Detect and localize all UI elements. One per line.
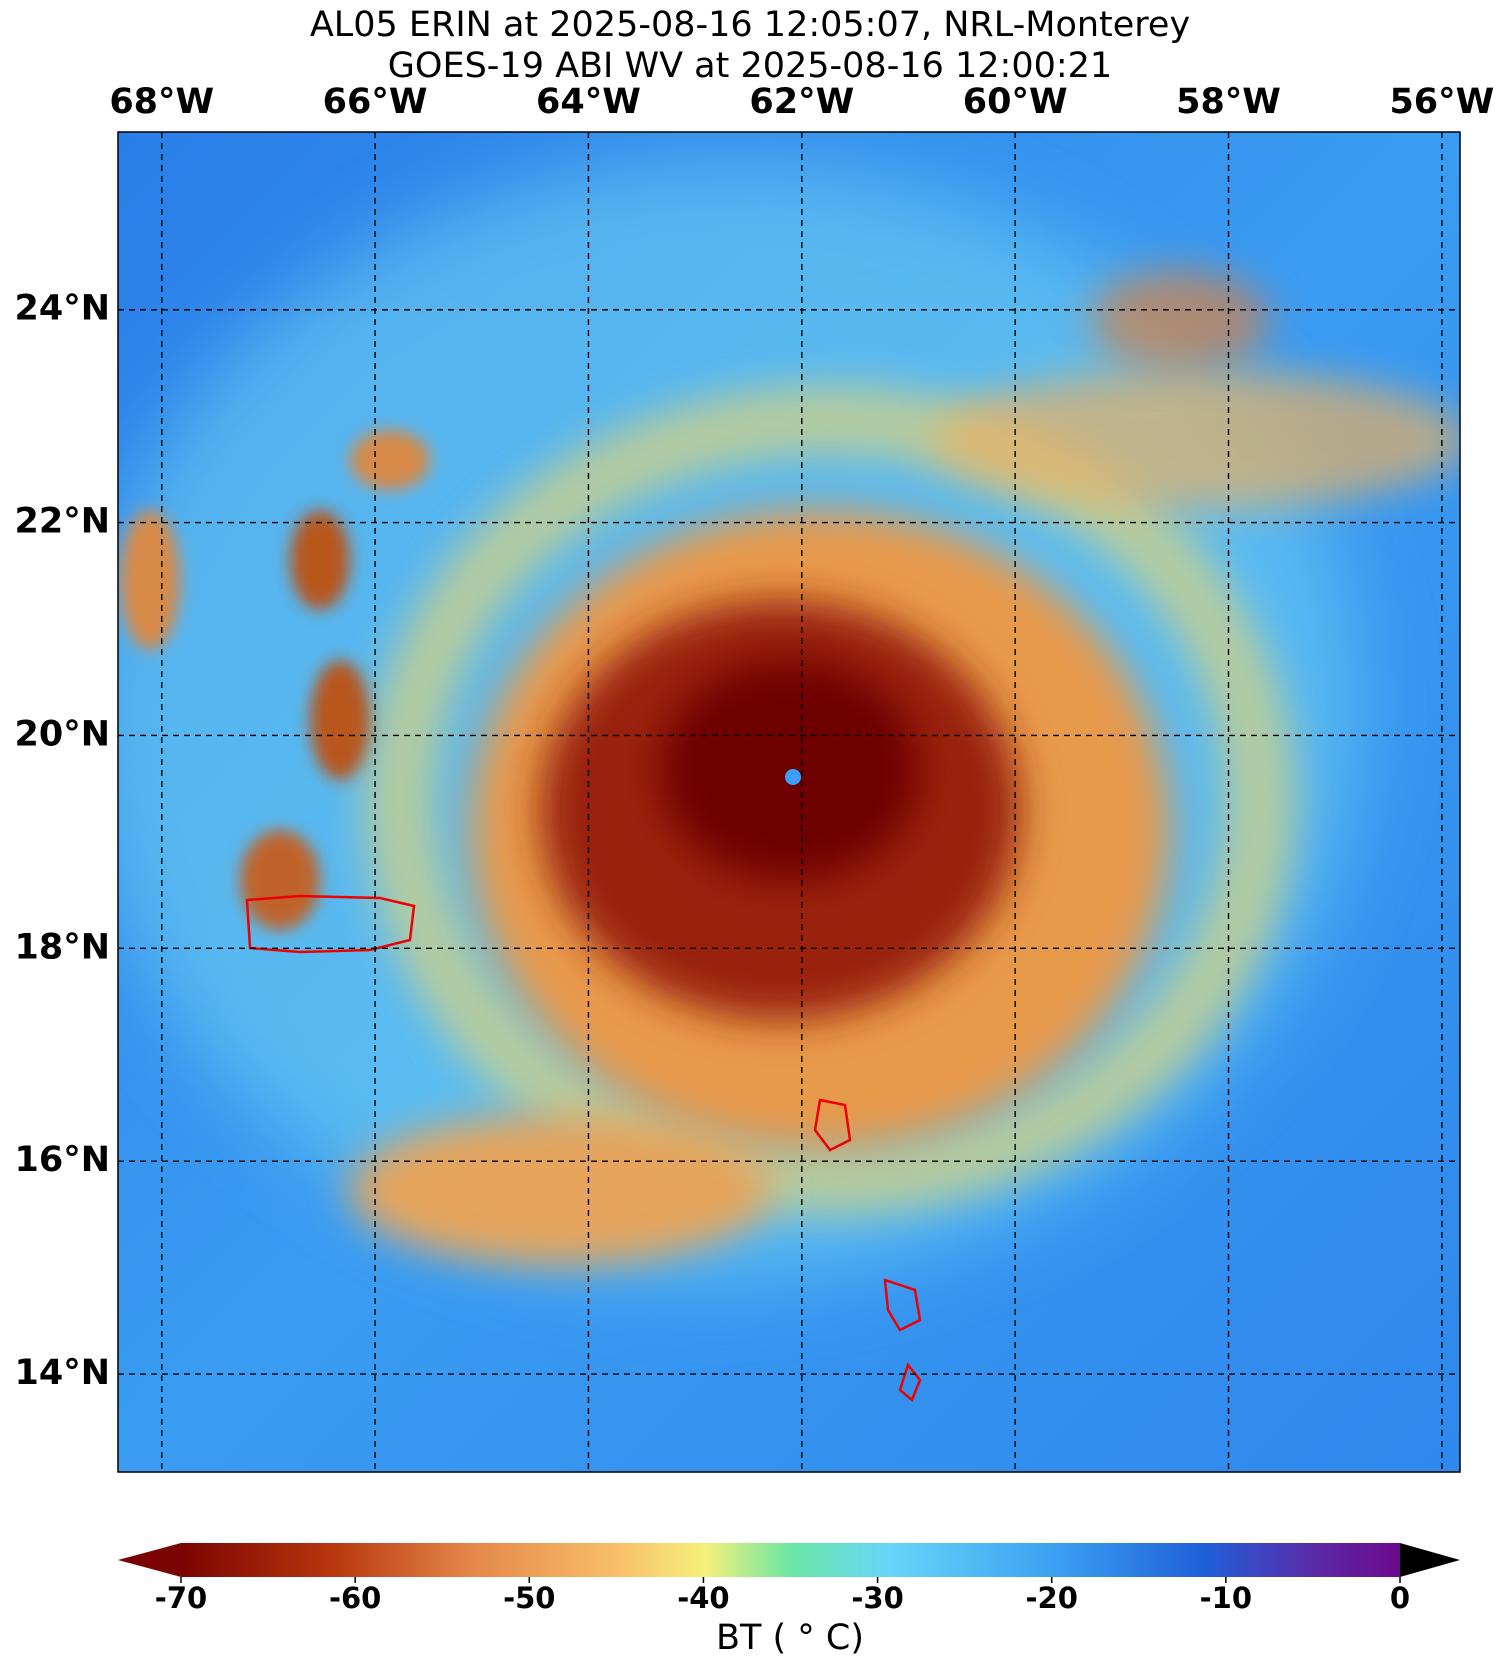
subtitle: GOES-19 ABI WV at 2025-08-16 12:00:21 xyxy=(388,46,1112,86)
lon-tick-label: 64°W xyxy=(536,82,641,122)
lon-tick-label: 60°W xyxy=(963,82,1068,122)
lat-tick-label: 22°N xyxy=(15,502,111,542)
colorbar xyxy=(118,1543,1460,1577)
lat-tick-label: 16°N xyxy=(15,1140,111,1180)
satellite-image xyxy=(118,132,1460,1472)
lon-tick-label: 68°W xyxy=(109,82,214,122)
colorbar-tick-label: -50 xyxy=(503,1581,555,1615)
colorbar-tick-label: -60 xyxy=(329,1581,381,1615)
lon-tick-label: 56°W xyxy=(1389,82,1494,122)
map-frame xyxy=(117,131,1461,1473)
lon-tick-label: 62°W xyxy=(749,82,854,122)
lon-tick-label: 58°W xyxy=(1176,82,1281,122)
colorbar-label: BT ( ° C) xyxy=(716,1618,864,1658)
colorbar-tick-label: -10 xyxy=(1200,1581,1252,1615)
colorbar-tick-label: -20 xyxy=(1026,1581,1078,1615)
lat-tick-label: 14°N xyxy=(15,1353,111,1393)
colorbar-tick-label: 0 xyxy=(1390,1581,1410,1615)
title: AL05 ERIN at 2025-08-16 12:05:07, NRL-Mo… xyxy=(310,5,1190,45)
lat-tick-label: 24°N xyxy=(15,289,111,329)
lon-tick-label: 66°W xyxy=(323,82,428,122)
lat-tick-label: 18°N xyxy=(15,927,111,967)
colorbar-tick-label: -30 xyxy=(851,1581,903,1615)
colorbar-tick-label: -70 xyxy=(155,1581,207,1615)
lat-tick-label: 20°N xyxy=(15,714,111,754)
colorbar-tick-label: -40 xyxy=(677,1581,729,1615)
